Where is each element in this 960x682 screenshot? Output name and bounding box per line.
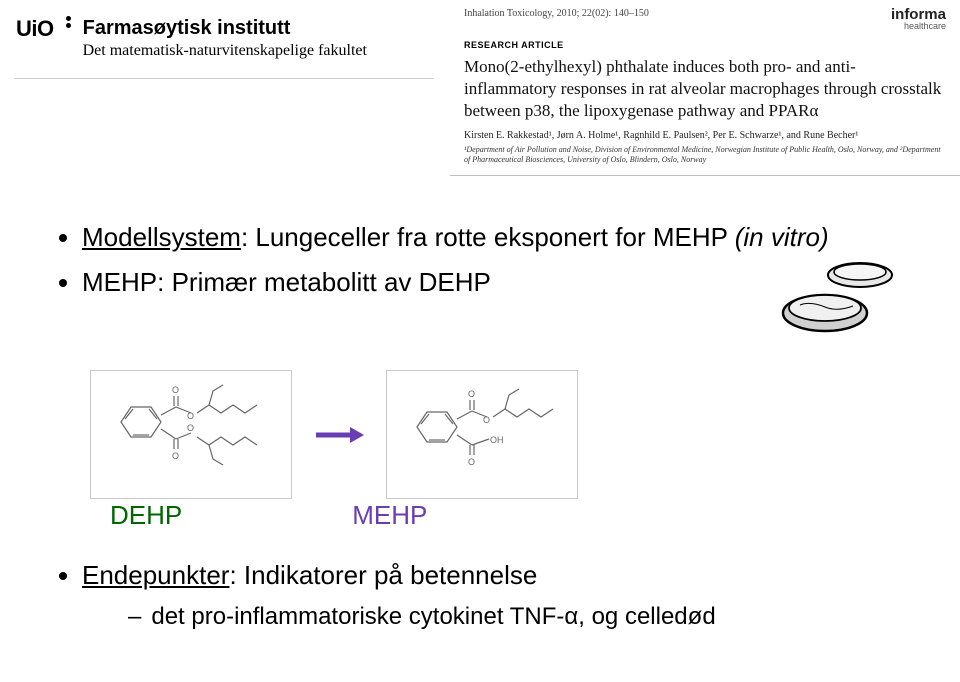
endpoints-sub: det pro-inflammatoriske cytokinet TNF-α,… [128, 601, 920, 633]
dehp-label: DEHP [110, 500, 182, 531]
article-title: Mono(2-ethylhexyl) phthalate induces bot… [464, 56, 946, 122]
endpoints-block: Endepunkter: Indikatorer på betennelse d… [60, 558, 920, 643]
article-type-label: RESEARCH ARTICLE [464, 40, 946, 50]
chemical-structures-row: O O O O [90, 370, 578, 499]
mehp-label: MEHP [352, 500, 427, 531]
uio-faculty-name: Det matematisk-naturvitenskapelige fakul… [83, 41, 367, 61]
svg-text:O: O [187, 423, 194, 433]
svg-text:O: O [468, 457, 475, 467]
svg-text:O: O [468, 389, 475, 399]
svg-text:O: O [483, 415, 490, 425]
article-affiliations: ¹Department of Air Pollution and Noise, … [464, 145, 946, 165]
endpoints-label: Endepunkter [82, 560, 229, 590]
uio-header: UiO Farmasøytisk institutt Det matematis… [16, 16, 367, 61]
mehp-structure: O O O OH [386, 370, 578, 499]
bullet-text: : Lungeceller fra rotte eksponert for ME… [241, 222, 728, 252]
structure-labels: DEHP MEHP [110, 500, 427, 531]
article-excerpt: Inhalation Toxicology, 2010; 22(02): 140… [450, 0, 960, 176]
bullet-paren: (in vitro) [735, 222, 829, 252]
article-authors: Kirsten E. Rakkestad¹, Jørn A. Holme¹, R… [464, 130, 946, 141]
endpoints-text: : Indikatorer på betennelse [229, 560, 537, 590]
bullet-label: Modellsystem [82, 222, 241, 252]
reaction-arrow-icon [314, 424, 364, 446]
publisher-brand: informa [891, 8, 946, 22]
svg-text:O: O [172, 451, 179, 461]
publisher-logo: informa healthcare [891, 8, 946, 30]
dehp-structure: O O O O [90, 370, 292, 499]
header-divider [14, 78, 434, 79]
bullet-model-system: Modellsystem: Lungeceller fra rotte eksp… [82, 220, 920, 255]
svg-text:O: O [172, 385, 179, 395]
uio-logo-text: UiO [16, 16, 54, 42]
journal-citation: Inhalation Toxicology, 2010; 22(02): 140… [464, 8, 649, 19]
petri-dish-icon [780, 255, 900, 350]
svg-text:OH: OH [490, 435, 504, 445]
uio-colon-dots [66, 16, 71, 28]
uio-institute-block: Farmasøytisk institutt Det matematisk-na… [83, 16, 367, 61]
svg-text:O: O [187, 411, 194, 421]
uio-institute-name: Farmasøytisk institutt [83, 16, 367, 41]
bullet-endpoints: Endepunkter: Indikatorer på betennelse d… [82, 558, 920, 633]
